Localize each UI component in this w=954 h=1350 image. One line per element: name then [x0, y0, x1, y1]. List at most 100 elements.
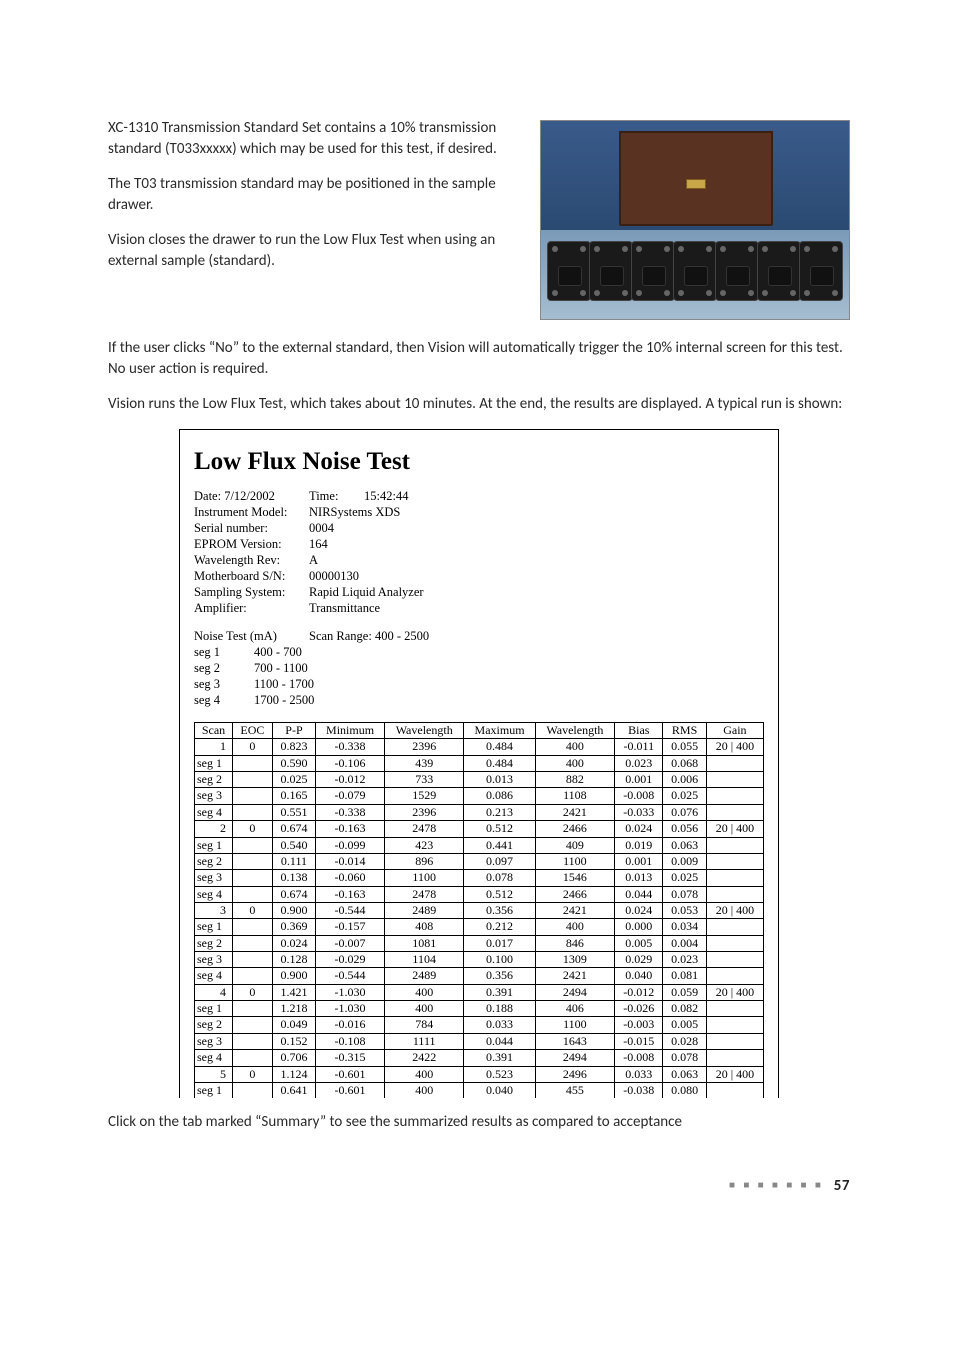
table-cell: 20 | 400	[706, 739, 763, 755]
meta-value: 0004	[309, 520, 334, 536]
table-cell: 2466	[535, 886, 615, 902]
table-cell	[233, 870, 273, 886]
table-cell: 20 | 400	[706, 821, 763, 837]
table-cell	[233, 772, 273, 788]
table-cell: 408	[384, 919, 464, 935]
table-cell: 0.033	[615, 1066, 663, 1082]
table-row: seg 10.540-0.0994230.4414090.0190.063	[195, 837, 764, 853]
table-cell: 0.111	[272, 853, 315, 869]
table-cell: 0.044	[615, 886, 663, 902]
table-cell: 1100	[535, 1017, 615, 1033]
table-cell: 0.017	[464, 935, 535, 951]
meta-value: 164	[309, 536, 328, 552]
table-cell: 1081	[384, 935, 464, 951]
table-cell	[233, 886, 273, 902]
table-cell: 0	[233, 739, 273, 755]
table-cell: 1309	[535, 952, 615, 968]
table-cell: 0.033	[464, 1017, 535, 1033]
table-cell: 0.391	[464, 1050, 535, 1066]
table-cell: 1	[195, 739, 233, 755]
table-cell: 0	[233, 984, 273, 1000]
table-cell: 0.441	[464, 837, 535, 853]
table-row: seg 11.218-1.0304000.188406-0.0260.082	[195, 1001, 764, 1017]
table-cell: -0.601	[316, 1066, 385, 1082]
table-cell: 0.152	[272, 1033, 315, 1049]
table-cell	[233, 919, 273, 935]
table-cell	[706, 919, 763, 935]
table-cell: 0.900	[272, 968, 315, 984]
segment-range: 400 - 700	[254, 644, 374, 660]
low-flux-report: Low Flux Noise Test Date: 7/12/2002Time:…	[179, 429, 779, 1098]
table-cell: 0.000	[615, 919, 663, 935]
table-cell: 0.005	[663, 1017, 706, 1033]
table-cell: 0.049	[272, 1017, 315, 1033]
table-cell: -0.026	[615, 1001, 663, 1017]
table-cell: 2494	[535, 1050, 615, 1066]
table-row: seg 10.590-0.1064390.4844000.0230.068	[195, 755, 764, 771]
table-header: Maximum	[464, 723, 535, 739]
table-cell: 0.674	[272, 886, 315, 902]
table-row: 501.124-0.6014000.52324960.0330.06320 | …	[195, 1066, 764, 1082]
table-cell	[706, 788, 763, 804]
meta-label: Serial number:	[194, 520, 309, 536]
table-cell: 0.212	[464, 919, 535, 935]
table-cell: 0.551	[272, 804, 315, 820]
table-cell: -0.029	[316, 952, 385, 968]
footer-dots-icon: ■ ■ ■ ■ ■ ■ ■	[729, 1178, 824, 1191]
standard-set-photo: Standard File	[540, 120, 850, 320]
table-cell	[233, 1001, 273, 1017]
segment-range: 1700 - 2500	[254, 692, 374, 708]
table-cell: 0.484	[464, 755, 535, 771]
table-row: seg 40.706-0.31524220.3912494-0.0080.078	[195, 1050, 764, 1066]
table-cell: 0.540	[272, 837, 315, 853]
table-cell: 2466	[535, 821, 615, 837]
intro-p4: If the user clicks “No” to the external …	[108, 338, 850, 380]
intro-p5: Vision runs the Low Flux Test, which tak…	[108, 394, 850, 415]
meta-value: NIRSystems XDS	[309, 504, 400, 520]
table-cell: 1100	[384, 870, 464, 886]
table-cell: 896	[384, 853, 464, 869]
table-cell: -0.157	[316, 919, 385, 935]
table-cell: seg 3	[195, 870, 233, 886]
table-row: seg 30.165-0.07915290.0861108-0.0080.025	[195, 788, 764, 804]
meta-value: A	[309, 552, 318, 568]
table-cell: 0.063	[663, 837, 706, 853]
table-cell: 400	[384, 1082, 464, 1098]
table-row: seg 10.369-0.1574080.2124000.0000.034	[195, 919, 764, 935]
table-cell: 0.356	[464, 968, 535, 984]
table-cell: seg 4	[195, 1050, 233, 1066]
table-cell: seg 2	[195, 1017, 233, 1033]
table-row: seg 20.111-0.0148960.09711000.0010.009	[195, 853, 764, 869]
table-cell: 0.029	[615, 952, 663, 968]
table-cell: 0	[233, 902, 273, 918]
table-cell: 1104	[384, 952, 464, 968]
table-cell: -0.014	[316, 853, 385, 869]
table-cell: 20 | 400	[706, 902, 763, 918]
table-cell	[706, 1001, 763, 1017]
table-cell: 0.034	[663, 919, 706, 935]
table-cell: 1100	[535, 853, 615, 869]
table-cell: seg 3	[195, 952, 233, 968]
table-cell: -0.007	[316, 935, 385, 951]
scan-range-label: Scan Range: 400 - 2500	[309, 628, 429, 644]
table-cell: 2421	[535, 968, 615, 984]
table-cell: 1.421	[272, 984, 315, 1000]
table-cell: 0.823	[272, 739, 315, 755]
table-cell: 784	[384, 1017, 464, 1033]
table-cell: seg 1	[195, 1082, 233, 1098]
table-cell: 0.006	[663, 772, 706, 788]
table-cell: 0.068	[663, 755, 706, 771]
table-header: Bias	[615, 723, 663, 739]
table-header: EOC	[233, 723, 273, 739]
table-cell: 0.040	[615, 968, 663, 984]
noise-table: ScanEOCP-PMinimumWavelengthMaximumWavele…	[194, 722, 764, 1098]
table-cell: 0.165	[272, 788, 315, 804]
table-cell	[233, 1050, 273, 1066]
table-header: P-P	[272, 723, 315, 739]
table-cell	[233, 788, 273, 804]
table-cell: 400	[384, 1001, 464, 1017]
table-cell: 0.512	[464, 886, 535, 902]
table-cell: 400	[535, 755, 615, 771]
table-row: 401.421-1.0304000.3912494-0.0120.05920 |…	[195, 984, 764, 1000]
table-header: Wavelength	[384, 723, 464, 739]
